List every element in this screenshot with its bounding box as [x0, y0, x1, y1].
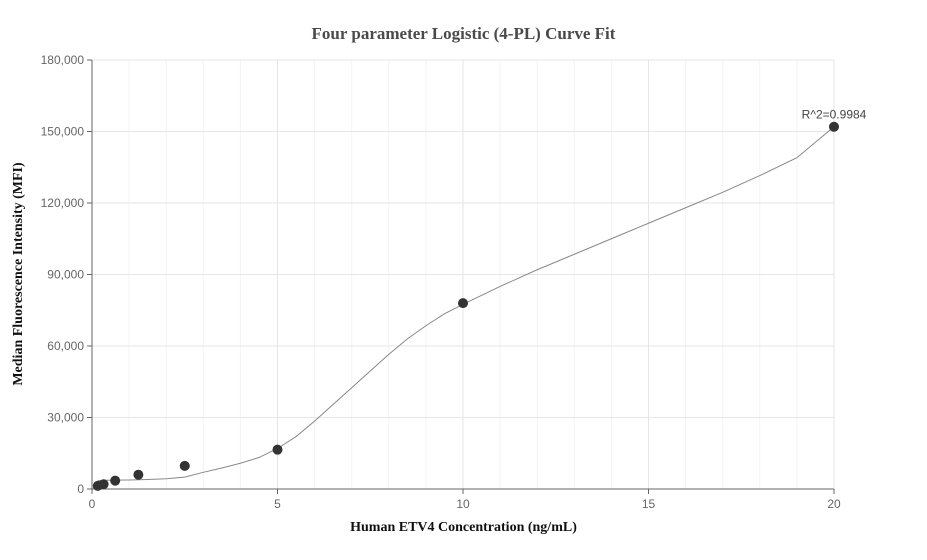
- data-point: [179, 460, 190, 471]
- y-tick-label: 120,000: [41, 196, 85, 210]
- x-tick-label: 5: [274, 497, 281, 511]
- data-point: [458, 298, 468, 309]
- x-axis-title: Human ETV4 Concentration (ng/mL): [350, 520, 577, 535]
- data-point: [133, 469, 144, 480]
- x-tick-label: 0: [89, 497, 96, 511]
- data-points: [92, 121, 839, 491]
- data-point: [110, 475, 121, 486]
- x-tick-label: 20: [827, 497, 841, 511]
- x-axis-ticks: 0 5 10 15 20: [89, 489, 841, 511]
- y-tick-label: 150,000: [41, 125, 85, 139]
- data-point: [98, 479, 109, 490]
- chart-title: Four parameter Logistic (4-PL) Curve Fit: [312, 24, 616, 43]
- y-tick-label: 60,000: [47, 339, 84, 353]
- data-point: [272, 444, 283, 455]
- y-tick-label: 0: [77, 482, 84, 496]
- x-tick-label: 15: [642, 497, 656, 511]
- major-gridlines: [92, 59, 835, 489]
- y-tick-label: 90,000: [47, 268, 84, 282]
- y-tick-label: 180,000: [41, 53, 85, 67]
- fit-curve-line: [97, 126, 835, 482]
- y-axis-title: Median Fluorescence Intensity (MFI): [11, 162, 26, 386]
- y-axis-ticks: 0 30,000 60,000 90,000 120,000 150,000 180,000: [41, 53, 92, 496]
- r-squared-annotation: R^2=0.9984: [802, 108, 867, 122]
- x-tick-label: 10: [456, 497, 470, 511]
- data-point: [829, 121, 839, 132]
- y-tick-label: 30,000: [47, 411, 84, 425]
